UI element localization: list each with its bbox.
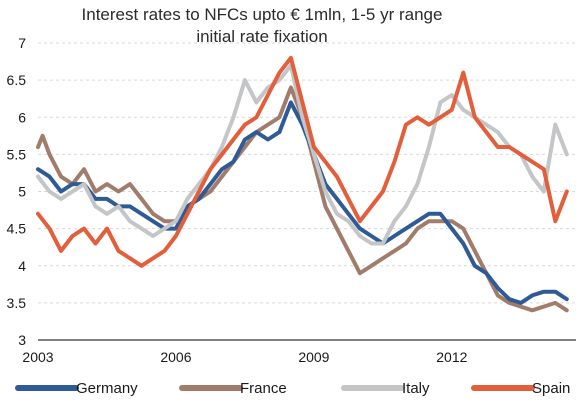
legend-label-spain: Spain: [532, 380, 570, 397]
x-tick-label: 2012: [436, 349, 467, 365]
legend: Germany France Italy Spain: [15, 380, 570, 397]
y-tick-label: 6: [18, 109, 26, 125]
series-line-germany: [36, 100, 569, 305]
series-line-spain: [36, 55, 569, 268]
y-tick-label: 3.5: [7, 295, 27, 311]
y-tick-label: 7: [18, 35, 26, 51]
gridlines: [38, 42, 576, 304]
y-tick-label: 5: [18, 184, 26, 200]
x-tick-label: 2009: [298, 349, 329, 365]
x-tick-label: 2003: [22, 349, 53, 365]
series-lines: [36, 55, 569, 313]
y-axis-tick-labels: 3 3.5 4 4.5 5 5.5 6 6.5 7: [7, 35, 27, 348]
y-tick-label: 3: [18, 332, 26, 348]
chart-title: Interest rates to NFCs upto € 1mln, 1-5 …: [82, 5, 443, 24]
legend-label-germany: Germany: [76, 380, 138, 397]
y-tick-label: 4: [18, 258, 26, 274]
chart-subtitle: initial rate fixation: [196, 27, 327, 46]
legend-label-france: France: [240, 380, 287, 397]
y-tick-label: 6.5: [7, 72, 27, 88]
y-tick-label: 5.5: [7, 146, 27, 162]
x-tick-label: 2006: [160, 349, 191, 365]
y-tick-label: 4.5: [7, 221, 27, 237]
legend-label-italy: Italy: [402, 380, 430, 397]
series-line-france: [36, 85, 569, 313]
x-axis-tick-labels: 2003 2006 2009 2012: [22, 349, 467, 365]
